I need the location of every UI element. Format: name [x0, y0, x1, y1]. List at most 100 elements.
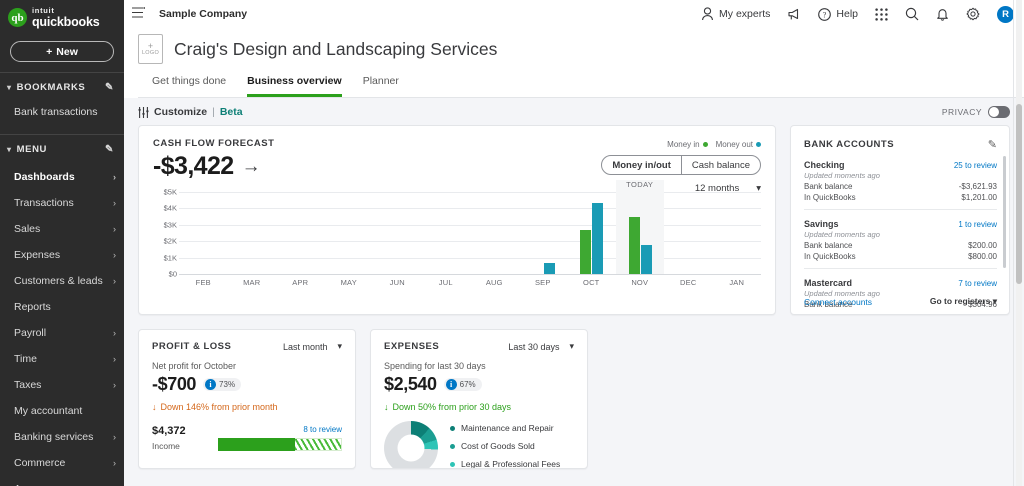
expenses-title: EXPENSES — [384, 341, 440, 352]
privacy-control[interactable]: PRIVACY — [942, 106, 1010, 118]
expenses-subtitle: Spending for last 30 days — [384, 361, 486, 371]
sidebar-item-apps[interactable]: Apps › — [0, 476, 124, 486]
company-name[interactable]: Sample Company — [159, 8, 248, 20]
sidebar-item-dashboards[interactable]: Dashboards › — [0, 164, 124, 190]
income-progress-bar — [218, 438, 342, 451]
bank-account-row: Savings 1 to review Updated moments ago … — [804, 209, 997, 261]
sidebar-item-customers-leads[interactable]: Customers & leads › — [0, 268, 124, 294]
my-experts-button[interactable]: My experts — [701, 7, 770, 21]
account-review-link[interactable]: 7 to review — [958, 279, 997, 288]
logo-placeholder-label: LOGO — [141, 50, 160, 56]
chart-x-tick-label: JUN — [389, 278, 405, 287]
legend-item[interactable]: Legal & Professional Fees — [450, 459, 574, 468]
bookmarks-label: BOOKMARKS — [16, 82, 86, 93]
dashboard-content: CASH FLOW FORECAST -$3,422 → Money in — [124, 125, 1024, 486]
toggle-money-in-out[interactable]: Money in/out — [602, 156, 682, 174]
hamburger-icon[interactable] — [132, 7, 146, 21]
profit-loss-percent-badge[interactable]: i 73% — [203, 378, 242, 391]
sidebar-divider-top — [0, 72, 124, 73]
notification-bell-icon[interactable] — [936, 7, 949, 21]
chart-bar[interactable] — [543, 262, 555, 274]
sidebar-item-expenses[interactable]: Expenses › — [0, 242, 124, 268]
chevron-right-icon: › — [113, 354, 116, 364]
sidebar-item-my-accountant[interactable]: My accountant — [0, 398, 124, 424]
pencil-icon[interactable]: ✎ — [105, 144, 114, 155]
new-button-label: New — [56, 45, 78, 58]
connect-accounts-link[interactable]: Connect accounts — [804, 296, 873, 307]
pencil-icon[interactable]: ✎ — [105, 82, 114, 93]
gear-icon[interactable] — [966, 7, 980, 21]
account-updated: Updated moments ago — [804, 230, 880, 239]
chart-bar[interactable] — [580, 229, 592, 274]
bank-account-row: Mastercard 7 to review Updated moments a… — [804, 268, 997, 309]
expenses-donut-chart[interactable] — [384, 421, 438, 468]
page-header: + LOGO Craig's Design and Landscaping Se… — [124, 28, 1024, 98]
tab-planner[interactable]: Planner — [362, 75, 399, 87]
menu-section-header[interactable]: ▾ MENU ✎ — [0, 135, 124, 162]
company-logo-upload[interactable]: + LOGO — [138, 34, 163, 64]
expenses-period-select[interactable]: Last 30 days ▾ — [508, 341, 574, 352]
account-line-label: In QuickBooks — [804, 193, 856, 202]
chart-bar[interactable] — [628, 217, 640, 274]
sidebar-item-taxes[interactable]: Taxes › — [0, 372, 124, 398]
account-updated: Updated moments ago — [804, 171, 880, 180]
sidebar-item-reports[interactable]: Reports — [0, 294, 124, 320]
tab-business-overview[interactable]: Business overview — [247, 75, 342, 97]
megaphone-icon[interactable] — [787, 8, 801, 21]
expenses-percent-badge[interactable]: i 67% — [443, 378, 482, 391]
income-review-link[interactable]: 8 to review — [303, 425, 342, 434]
cash-flow-period-select[interactable]: 12 months ▾ — [695, 183, 761, 194]
account-line-value: -$3,621.93 — [958, 182, 997, 191]
pencil-icon[interactable]: ✎ — [987, 139, 997, 151]
toggle-cash-balance[interactable]: Cash balance — [691, 159, 750, 171]
chart-x-tick-label: MAY — [340, 278, 357, 287]
account-updated: Updated moments ago — [804, 289, 880, 298]
cash-flow-forecast-card: CASH FLOW FORECAST -$3,422 → Money in — [138, 125, 776, 315]
customize-button[interactable]: Customize | Beta — [138, 106, 243, 118]
cash-flow-amount: -$3,422 — [153, 152, 234, 180]
sidebar-item-banking-services[interactable]: Banking services › — [0, 424, 124, 450]
new-button[interactable]: + New — [10, 41, 114, 62]
arrow-right-icon[interactable]: → — [241, 155, 261, 177]
page-scrollbar-thumb[interactable] — [1016, 104, 1022, 284]
sidebar-item-payroll[interactable]: Payroll › — [0, 320, 124, 346]
chevron-down-icon: ▾ — [992, 296, 997, 306]
bank-accounts-scrollbar[interactable] — [1003, 156, 1006, 268]
legend-item[interactable]: Maintenance and Repair — [450, 423, 574, 433]
brand-logo[interactable]: qb intuit quickbooks — [0, 0, 124, 33]
sidebar-item-label: Time — [14, 353, 37, 365]
account-review-link[interactable]: 1 to review — [958, 220, 997, 229]
main-area: Sample Company My experts — [124, 0, 1024, 486]
legend-money-in: Money in — [667, 140, 708, 149]
sidebar-item-transactions[interactable]: Transactions › — [0, 190, 124, 216]
avatar[interactable]: R — [997, 5, 1014, 23]
privacy-toggle[interactable] — [988, 106, 1010, 118]
sidebar-divider-menu — [0, 134, 124, 135]
sidebar-item-time[interactable]: Time › — [0, 346, 124, 372]
chart-bars — [179, 192, 761, 274]
profit-loss-income-row: $4,372 Income 8 to review — [152, 425, 342, 451]
chart-bar[interactable] — [640, 245, 652, 274]
account-name: Checking — [804, 160, 845, 170]
search-icon[interactable] — [905, 7, 919, 21]
apps-grid-icon[interactable] — [875, 7, 888, 21]
sidebar-item-commerce[interactable]: Commerce › — [0, 450, 124, 476]
sidebar-item-label: Sales — [14, 223, 41, 235]
go-to-registers-button[interactable]: Go to registers ▾ — [930, 296, 997, 307]
account-review-link[interactable]: 25 to review — [953, 161, 997, 170]
bookmarks-section-header[interactable]: ▾ BOOKMARKS ✎ — [0, 73, 124, 100]
chart-bar[interactable] — [592, 203, 604, 274]
chart-gridline — [179, 208, 761, 210]
beta-badge[interactable]: Beta — [219, 106, 243, 118]
sidebar-menu-list: Dashboards › Transactions › Sales › Expe… — [0, 164, 124, 486]
sidebar-item-sales[interactable]: Sales › — [0, 216, 124, 242]
chevron-down-icon: ▾ — [337, 341, 342, 351]
sidebar-item-label: Customers & leads — [14, 275, 103, 287]
help-button[interactable]: ? Help — [818, 7, 858, 21]
tab-get-things-done[interactable]: Get things done — [152, 75, 227, 87]
chart-x-tick-label: DEC — [680, 278, 697, 287]
sidebar-item-bank-transactions[interactable]: Bank transactions — [14, 106, 98, 118]
account-line-label: Bank balance — [804, 182, 853, 191]
profit-loss-period-select[interactable]: Last month ▾ — [283, 341, 342, 352]
legend-item[interactable]: Cost of Goods Sold — [450, 441, 574, 451]
